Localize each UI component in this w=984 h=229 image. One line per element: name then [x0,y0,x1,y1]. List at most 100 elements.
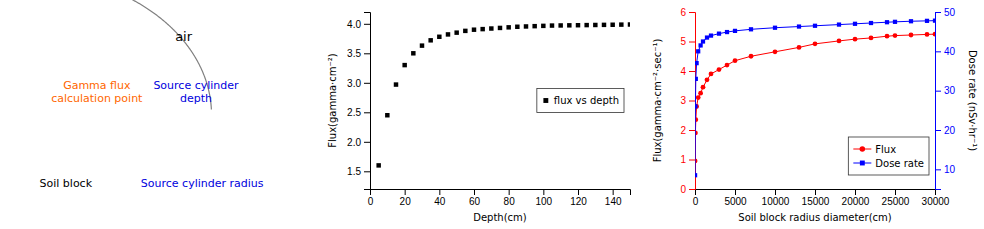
tick-mark [689,101,695,102]
point [695,104,698,108]
point [610,23,614,27]
tick: 120 [570,189,587,207]
point [925,19,929,23]
point [893,20,897,24]
tick-label: 2.5 [347,107,361,118]
axis-title: Depth(cm) [473,212,527,223]
tick-label: 40 [434,196,446,207]
tick-label: 5 [680,36,686,47]
legend-item: Flux [853,144,896,155]
annotation: Source cylinderdepth [153,79,239,105]
point [725,30,729,34]
tick: 20000 [842,189,870,207]
tick: 2 [680,125,695,136]
arc [13,0,212,110]
point [428,38,432,42]
point [705,77,710,82]
point [524,24,528,28]
point [725,63,730,68]
point [593,23,597,27]
axis-line [364,13,371,190]
tick: 80 [504,189,516,207]
tick: 40 [935,46,956,57]
tick-mark [364,112,370,113]
tick-mark [543,189,544,195]
point [489,26,493,30]
tick-mark [775,189,776,195]
annotation: air [175,29,193,44]
point [695,173,697,177]
tick-mark [439,189,440,195]
tick: 1.5 [347,166,370,177]
tick-label: 10000 [762,196,790,207]
axis-title: Flux(gamma·cm⁻²·sec⁻¹) [652,39,663,163]
tick-label: 40 [944,46,956,57]
legend-item: Dose rate [853,158,924,169]
point [733,58,738,63]
point [437,35,441,39]
point [698,91,703,96]
tick-mark [364,83,370,84]
tick: 10000 [762,189,790,207]
tick-mark [935,12,941,13]
tick: 50 [935,7,956,18]
tick: 3 [680,95,695,106]
point [541,24,545,28]
point [933,32,935,37]
point [853,37,858,42]
legend-item: flux vs depth [543,95,619,106]
point [885,34,890,39]
point [813,24,817,28]
point [813,41,818,46]
tick-label: 30 [944,85,956,96]
tick-label: 15000 [802,196,830,207]
point [869,36,874,41]
point [773,49,778,54]
tick-label: 4 [680,66,686,77]
tick: 2.5 [347,107,370,118]
point [480,27,484,31]
tick-label: 2 [680,125,686,136]
axis-title: Soil block radius diameter(cm) [738,212,891,223]
point [576,23,580,27]
tick-label: 6 [680,7,686,18]
axis-line [689,13,696,190]
point [402,63,406,67]
point [925,32,930,37]
annotation: Soil block [40,177,93,190]
point [837,22,841,26]
tick: 3.0 [347,78,370,89]
axis-line [936,13,942,190]
point [454,30,458,34]
tick: 6 [680,7,695,18]
tick-label: 20 [400,196,412,207]
tick: 15000 [802,189,830,207]
tick-mark [935,130,941,131]
tick-mark [689,12,695,13]
tick: 25000 [882,189,910,207]
y-axis: 0123456 [680,7,695,195]
legend-frame [848,137,929,175]
tick: 60 [469,189,481,207]
point [506,25,510,29]
point [498,26,502,30]
point [709,33,713,37]
tick-mark [689,71,695,72]
point [385,113,389,117]
tick: 30000 [922,189,950,207]
tick: 40 [434,189,446,207]
tick-label: 0 [693,196,699,207]
point [701,85,706,90]
tick: 4.0 [347,19,370,30]
point [695,104,699,109]
point [749,27,753,31]
point [695,77,698,81]
tick: 3.5 [347,48,370,59]
point [933,19,935,23]
tick-mark [689,42,695,43]
tick-mark [689,160,695,161]
tick: 100 [535,189,552,207]
tick-label: 5000 [724,196,747,207]
point [420,43,424,47]
tick-mark [815,189,816,195]
